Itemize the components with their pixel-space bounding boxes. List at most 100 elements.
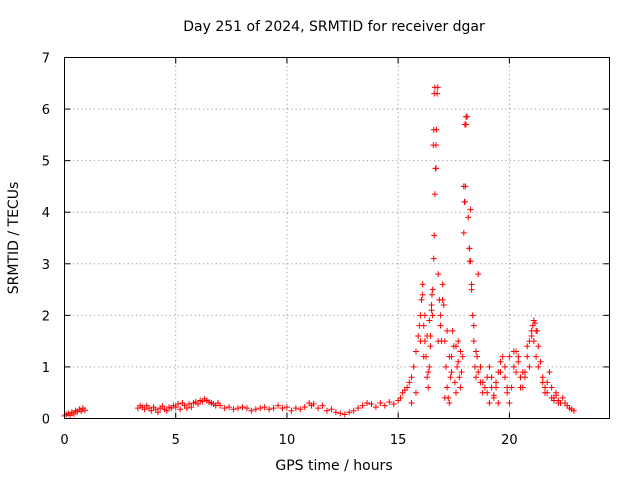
x-tick-label: 5 (172, 433, 180, 448)
x-tick-label: 10 (279, 433, 296, 448)
data-point (346, 409, 353, 416)
data-point (417, 338, 424, 345)
data-point (497, 358, 504, 365)
data-point (425, 384, 432, 391)
data-point (458, 369, 465, 376)
data-point (535, 343, 542, 350)
data-point (463, 113, 470, 120)
data-point (432, 165, 439, 172)
data-point (372, 404, 379, 411)
data-point (439, 281, 446, 288)
data-point (257, 405, 264, 412)
data-point (524, 353, 531, 360)
data-point (270, 405, 277, 412)
data-point (243, 405, 250, 412)
data-point (319, 402, 326, 409)
data-point (479, 379, 486, 386)
data-point (446, 400, 453, 407)
data-point (248, 407, 255, 414)
data-point (386, 398, 393, 405)
data-point (419, 291, 426, 298)
data-point (174, 401, 181, 408)
axis-ticks: 0 5 10 15 20 0 1 2 3 4 5 6 7 (42, 52, 610, 448)
data-point (455, 338, 462, 345)
data-point (495, 400, 502, 407)
data-point (537, 358, 544, 365)
x-tick-label: 15 (390, 433, 407, 448)
data-point (481, 384, 488, 391)
data-point (460, 183, 467, 190)
data-point (437, 312, 444, 319)
data-point (555, 400, 562, 407)
data-point (431, 90, 438, 97)
data-point (534, 327, 541, 334)
data-point (337, 410, 344, 417)
data-point (467, 206, 474, 213)
plot-frame (64, 57, 610, 419)
data-point (468, 281, 475, 288)
data-point (420, 353, 427, 360)
data-point (328, 406, 335, 413)
data-point (431, 232, 438, 239)
y-tick-label: 3 (42, 258, 50, 273)
data-point (217, 402, 224, 409)
data-point (239, 404, 246, 411)
chart-title: Day 251 of 2024, SRMTID for receiver dga… (183, 19, 485, 35)
data-point (283, 404, 290, 411)
x-axis-label: GPS time / hours (275, 458, 392, 474)
data-point (261, 404, 268, 411)
data-point (428, 302, 435, 309)
data-point (490, 392, 497, 399)
data-point (440, 302, 447, 309)
data-point (493, 384, 500, 391)
data-point (570, 407, 577, 414)
data-point (430, 255, 437, 262)
data-point (350, 407, 357, 414)
data-point (67, 412, 74, 419)
data-point (221, 405, 228, 412)
data-point (474, 353, 481, 360)
data-point (323, 407, 330, 414)
data-point (78, 408, 85, 415)
data-point (443, 363, 449, 370)
data-point (368, 401, 375, 408)
data-point (412, 348, 419, 355)
data-point (70, 410, 77, 417)
data-point (332, 409, 339, 416)
data-point (530, 338, 537, 345)
data-point (530, 317, 537, 324)
data-point (163, 407, 170, 414)
data-point (141, 406, 148, 413)
data-point (553, 392, 560, 399)
data-point (415, 332, 422, 339)
data-point (297, 406, 304, 413)
data-point (406, 379, 413, 386)
data-point (475, 271, 482, 278)
data-point (252, 406, 259, 413)
data-point (501, 363, 508, 370)
data-point (435, 271, 442, 278)
data-point (159, 403, 166, 410)
data-point (531, 320, 538, 327)
x-tick-label: 20 (501, 433, 518, 448)
data-point (456, 374, 463, 381)
data-point (501, 374, 508, 381)
y-tick-label: 5 (42, 155, 50, 170)
data-point (457, 348, 464, 355)
data-point (416, 322, 423, 329)
data-point (535, 363, 542, 370)
data-point (177, 406, 184, 413)
data-point (288, 407, 295, 414)
data-point (430, 126, 437, 133)
data-point (381, 402, 388, 409)
data-point (172, 404, 179, 411)
grid-lines (64, 57, 610, 419)
data-point (279, 405, 286, 412)
data-point (154, 409, 161, 416)
data-point (408, 374, 415, 381)
data-point (524, 343, 531, 350)
data-point (506, 353, 513, 360)
data-point (186, 401, 193, 408)
data-point (148, 407, 155, 414)
data-point (473, 374, 480, 381)
